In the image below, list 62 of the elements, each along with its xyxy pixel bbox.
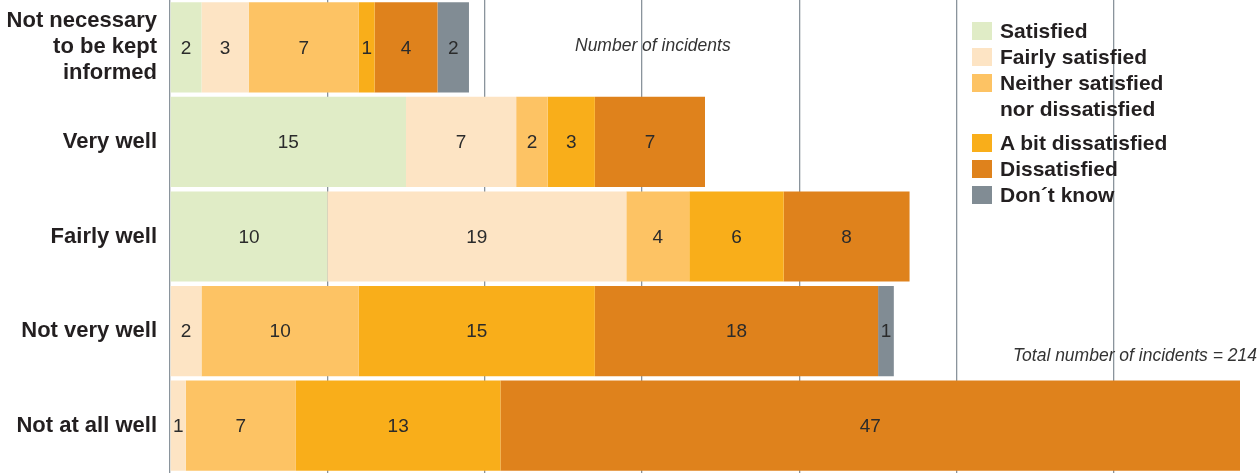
x-axis-title: Number of incidents [575,35,731,56]
legend-label: Dissatisfied [1000,156,1118,182]
y-tick-label: Very well [62,127,157,153]
bar [594,96,705,187]
legend-label: A bit dissatisfied [1000,130,1168,156]
bar [689,191,784,282]
data-label: 10 [269,320,291,342]
data-label: 2 [180,36,192,58]
data-label: 2 [180,320,192,342]
bar [437,2,469,93]
legend-label: Neither satisfied nor dissatisfied [1000,70,1165,122]
data-label: 15 [277,131,299,153]
legend-label: Don´t know [1000,182,1115,208]
bar [516,96,548,187]
bar [374,2,438,93]
data-label: 15 [466,320,488,342]
y-tick-label: Not necessary to be kept informed [6,7,158,85]
bar [500,380,1240,471]
y-tick-label: Not very well [21,317,157,343]
data-label: 7 [298,36,310,58]
bar [358,2,375,93]
bar [626,191,690,282]
data-label: 7 [235,414,247,436]
data-label: 1 [172,414,184,436]
bar [594,286,879,377]
data-label: 13 [387,414,409,436]
data-label: 8 [841,225,852,247]
bar [170,2,202,93]
bar [170,286,202,377]
data-label: 2 [447,36,459,58]
data-label: 6 [731,225,742,247]
data-label: 18 [725,320,748,342]
data-label: 3 [219,36,231,58]
data-label: 3 [565,131,577,153]
bar [783,191,910,282]
bar [201,2,249,93]
bar [547,96,595,187]
bar [878,286,894,377]
data-label: 19 [466,225,488,247]
bar [201,286,359,377]
data-label: 2 [526,131,538,153]
legend-label: Fairly satisfied [1000,44,1148,70]
data-label: 1 [361,36,372,58]
data-label: 47 [859,414,881,436]
bar [295,380,501,471]
bar [248,2,359,93]
bar [170,191,328,282]
bar [358,286,595,377]
y-tick-label: Fairly well [50,222,157,248]
bar [170,380,186,471]
bar [406,96,517,187]
bar [327,191,627,282]
data-label: 4 [652,225,664,247]
bar [185,380,296,471]
data-label: 10 [238,225,260,247]
y-tick-label: Not at all well [16,411,157,437]
data-label: 7 [455,131,467,153]
legend-label: Satisfied [1000,18,1088,44]
data-label: 1 [880,320,892,342]
data-label: 7 [644,131,656,153]
data-label: 4 [400,36,412,58]
bar [170,96,407,187]
